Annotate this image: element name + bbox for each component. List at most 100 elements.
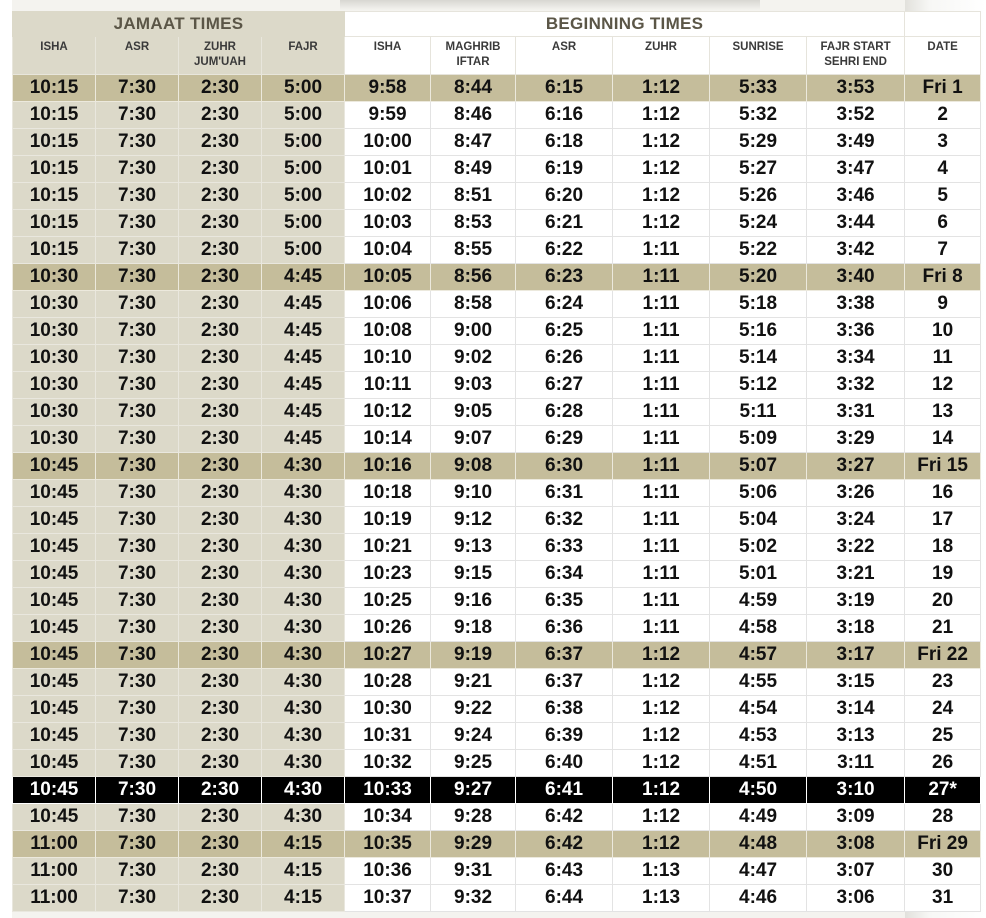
cell-begin-isha: 10:31 [344, 722, 432, 750]
jamaat-times-heading: JAMAAT TIMES [11, 11, 346, 37]
cell-jamaat-fajr: 4:45 [260, 290, 346, 318]
cell-jamaat-isha: 10:45 [12, 560, 96, 588]
cell-jamaat-isha: 10:15 [12, 155, 96, 183]
cell-begin-asr: 6:21 [515, 209, 614, 237]
cell-begin-asr: 6:33 [515, 533, 614, 561]
cell-begin-zuhr: 1:11 [612, 533, 711, 561]
cell-begin-sunrise: 5:33 [709, 74, 808, 102]
table-row: 10:45 7:30 2:30 4:30 10:33 9:27 6:41 1:12 4:50 3:… [12, 776, 982, 804]
table-row: 11:00 7:30 2:30 4:15 10:35 9:29 6:42 1:12 4:48 3:… [12, 830, 982, 858]
cell-begin-sunrise: 4:46 [709, 884, 808, 912]
table-row: 10:30 7:30 2:30 4:45 10:14 9:07 6:29 1:11 5:09 3:… [12, 425, 982, 453]
prayer-timetable: JAMAAT TIMES BEGINNING TIMES ISHA ASR ZU… [11, 11, 982, 912]
cell-begin-asr: 6:37 [515, 668, 614, 696]
cell-jamaat-isha: 10:15 [12, 74, 96, 102]
cell-begin-isha: 10:02 [344, 182, 432, 210]
table-row: 10:30 7:30 2:30 4:45 10:08 9:00 6:25 1:11 5:16 3:… [12, 317, 982, 345]
cell-jamaat-fajr: 4:30 [260, 749, 346, 777]
cell-begin-isha: 10:28 [344, 668, 432, 696]
cell-begin-asr: 6:24 [515, 290, 614, 318]
cell-begin-maghrib: 9:12 [430, 506, 517, 534]
cell-begin-isha: 10:37 [344, 884, 432, 912]
cell-jamaat-zuhr: 2:30 [178, 209, 262, 237]
cell-begin-maghrib: 8:56 [430, 263, 517, 291]
cell-begin-isha: 10:04 [344, 236, 432, 264]
table-row: 10:15 7:30 2:30 5:00 10:01 8:49 6:19 1:12 5:27 3:… [12, 155, 982, 183]
cell-begin-fajr: 3:07 [806, 857, 906, 885]
cell-begin-isha: 10:14 [344, 425, 432, 453]
cell-jamaat-zuhr: 2:30 [178, 398, 262, 426]
cell-jamaat-zuhr: 2:30 [178, 425, 262, 453]
cell-jamaat-asr: 7:30 [95, 803, 179, 831]
cell-jamaat-isha: 10:45 [12, 803, 96, 831]
cell-jamaat-asr: 7:30 [95, 182, 179, 210]
cell-begin-isha: 10:32 [344, 749, 432, 777]
cell-begin-zuhr: 1:11 [612, 371, 711, 399]
cell-date: 4 [904, 155, 982, 183]
cell-date: 21 [904, 614, 982, 642]
cell-begin-sunrise: 4:49 [709, 803, 808, 831]
cell-begin-maghrib: 9:05 [430, 398, 517, 426]
cell-jamaat-isha: 10:45 [12, 614, 96, 642]
cell-begin-sunrise: 4:53 [709, 722, 808, 750]
cell-begin-sunrise: 5:02 [709, 533, 808, 561]
cell-jamaat-fajr: 5:00 [260, 182, 346, 210]
cell-begin-maghrib: 9:29 [430, 830, 517, 858]
cell-jamaat-asr: 7:30 [95, 344, 179, 372]
cell-jamaat-zuhr: 2:30 [178, 371, 262, 399]
cell-begin-maghrib: 8:58 [430, 290, 517, 318]
cell-begin-zuhr: 1:11 [612, 560, 711, 588]
cell-begin-zuhr: 1:13 [612, 857, 711, 885]
cell-date: 12 [904, 371, 982, 399]
cell-begin-isha: 10:36 [344, 857, 432, 885]
cell-begin-zuhr: 1:11 [612, 452, 711, 480]
cell-begin-maghrib: 9:19 [430, 641, 517, 669]
cell-jamaat-isha: 10:15 [12, 128, 96, 156]
cell-jamaat-zuhr: 2:30 [178, 506, 262, 534]
table-row: 10:15 7:30 2:30 5:00 10:04 8:55 6:22 1:11 5:22 3:… [12, 236, 982, 264]
cell-jamaat-asr: 7:30 [95, 884, 179, 912]
table-row: 10:45 7:30 2:30 4:30 10:27 9:19 6:37 1:12 4:57 3:… [12, 641, 982, 669]
cell-jamaat-fajr: 5:00 [260, 101, 346, 129]
col-jamaat-isha: ISHA [12, 36, 96, 75]
cell-jamaat-asr: 7:30 [95, 398, 179, 426]
table-row: 10:45 7:30 2:30 4:30 10:28 9:21 6:37 1:12 4:55 3:… [12, 668, 982, 696]
cell-begin-sunrise: 4:55 [709, 668, 808, 696]
cell-date: 28 [904, 803, 982, 831]
cell-jamaat-asr: 7:30 [95, 533, 179, 561]
cell-jamaat-zuhr: 2:30 [178, 776, 262, 804]
cell-begin-maghrib: 9:02 [430, 344, 517, 372]
table-row: 10:15 7:30 2:30 5:00 10:03 8:53 6:21 1:12 5:24 3:… [12, 209, 982, 237]
cell-begin-sunrise: 4:51 [709, 749, 808, 777]
page-top-shadow [340, 0, 760, 10]
col-begin-maghrib-line2: IFTAR [456, 56, 490, 68]
cell-begin-sunrise: 4:59 [709, 587, 808, 615]
cell-jamaat-fajr: 4:30 [260, 695, 346, 723]
cell-jamaat-fajr: 4:15 [260, 830, 346, 858]
cell-begin-fajr: 3:11 [806, 749, 906, 777]
cell-jamaat-fajr: 5:00 [260, 209, 346, 237]
cell-jamaat-isha: 10:30 [12, 398, 96, 426]
cell-begin-isha: 10:21 [344, 533, 432, 561]
table-row: 10:45 7:30 2:30 4:30 10:34 9:28 6:42 1:12 4:49 3:… [12, 803, 982, 831]
cell-begin-fajr: 3:21 [806, 560, 906, 588]
col-begin-fajr-line1: FAJR START [820, 41, 891, 53]
cell-begin-zuhr: 1:11 [612, 398, 711, 426]
cell-begin-sunrise: 5:22 [709, 236, 808, 264]
cell-jamaat-isha: 10:45 [12, 587, 96, 615]
cell-begin-fajr: 3:09 [806, 803, 906, 831]
cell-jamaat-fajr: 4:30 [260, 668, 346, 696]
cell-begin-zuhr: 1:12 [612, 695, 711, 723]
cell-begin-maghrib: 9:31 [430, 857, 517, 885]
cell-jamaat-asr: 7:30 [95, 614, 179, 642]
cell-begin-zuhr: 1:11 [612, 614, 711, 642]
cell-begin-fajr: 3:40 [806, 263, 906, 291]
table-row: 10:45 7:30 2:30 4:30 10:21 9:13 6:33 1:11 5:02 3:… [12, 533, 982, 561]
cell-begin-sunrise: 4:48 [709, 830, 808, 858]
cell-jamaat-zuhr: 2:30 [178, 290, 262, 318]
cell-jamaat-fajr: 4:15 [260, 857, 346, 885]
cell-begin-asr: 6:42 [515, 803, 614, 831]
col-begin-maghrib-line1: MAGHRIB [445, 41, 501, 53]
cell-begin-asr: 6:38 [515, 695, 614, 723]
cell-begin-isha: 10:12 [344, 398, 432, 426]
